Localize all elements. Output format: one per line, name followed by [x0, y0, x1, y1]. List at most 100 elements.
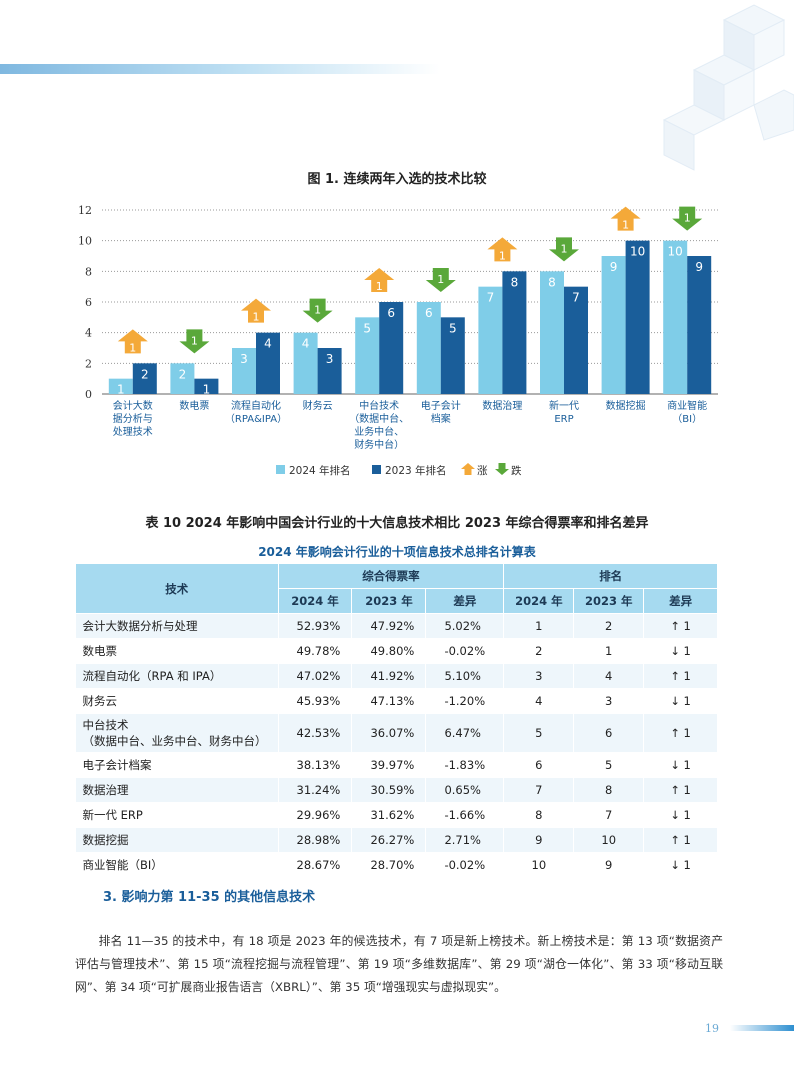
- bar-value-label: 2: [141, 367, 149, 381]
- score-2023-cell: 31.62%: [351, 802, 427, 828]
- table-row: 数据治理 31.24% 30.59% 0.65% 7 8 ↑ 1: [75, 777, 718, 803]
- bar-value-label: 7: [487, 291, 495, 305]
- legend-swatch-2023: [372, 465, 381, 474]
- score-diff-cell: -1.66%: [425, 802, 505, 828]
- rank-diff-cell: ↓ 1: [643, 852, 718, 878]
- bar-2024: [108, 378, 133, 394]
- rank-2024-cell: 3: [503, 663, 575, 689]
- change-label: 1: [437, 273, 444, 286]
- rank-diff-cell: ↑ 1: [643, 613, 718, 639]
- score-2024-cell: 28.67%: [278, 852, 353, 878]
- table-row: 财务云 45.93% 47.13% -1.20% 4 3 ↓ 1: [75, 688, 718, 714]
- rank-2023-cell: 7: [573, 802, 645, 828]
- rank-2023-cell: 2: [573, 613, 645, 639]
- x-category-label: ERP: [554, 414, 573, 425]
- bar-value-label: 1: [203, 383, 211, 397]
- rank-2024-cell: 5: [503, 713, 575, 753]
- rank-down-arrow-icon: [549, 237, 579, 262]
- x-category-label: 据分析与: [113, 412, 153, 425]
- score-diff-cell: -0.02%: [425, 852, 505, 878]
- rank-2023-cell: 4: [573, 663, 645, 689]
- bar-2023: [440, 317, 465, 394]
- legend-label-2024: 2024 年排名: [289, 464, 351, 477]
- rank-down-arrow-icon: [672, 206, 703, 231]
- x-category-label: 新一代: [549, 399, 579, 412]
- score-2023-cell: 39.97%: [351, 752, 427, 778]
- score-2024-cell: 31.24%: [278, 777, 353, 803]
- score-2024-cell: 29.96%: [278, 802, 353, 828]
- rank-diff-cell: ↓ 1: [643, 752, 718, 778]
- x-category-label: 电子会计: [421, 399, 461, 412]
- change-label: 1: [129, 341, 136, 354]
- tech-name-cell: 流程自动化（RPA 和 IPA）: [75, 663, 279, 689]
- rank-diff-cell: ↑ 1: [643, 777, 718, 803]
- score-2023-cell: 49.80%: [351, 638, 427, 664]
- rank-diff-cell: ↑ 1: [643, 827, 718, 853]
- bar-value-label: 3: [240, 352, 248, 366]
- tech-name-cell: 数据挖掘: [75, 827, 279, 853]
- score-2023-cell: 47.92%: [351, 613, 427, 639]
- y-tick-label: 2: [85, 357, 92, 370]
- table-row: 数电票 49.78% 49.80% -0.02% 2 1 ↓ 1: [75, 638, 718, 664]
- rank-up-arrow-icon: [610, 206, 641, 231]
- rank-up-arrow-icon: [364, 268, 395, 292]
- x-category-label: 财务中台）: [354, 438, 404, 451]
- rank-2023-cell: 9: [573, 852, 645, 878]
- rank-up-arrow-icon: [117, 329, 148, 354]
- rank-2024-cell: 8: [503, 802, 575, 828]
- section-heading: 3. 影响力第 11-35 的其他信息技术: [103, 890, 316, 905]
- bar-2023: [379, 302, 404, 394]
- score-2023-cell: 36.07%: [351, 713, 427, 753]
- figure-title: 图 1. 连续两年入选的技术比较: [307, 172, 487, 187]
- x-category-label: 数据挖掘: [606, 399, 646, 412]
- tech-name-cell: 数据治理: [75, 777, 279, 803]
- rank-2024-cell: 4: [503, 688, 575, 714]
- legend-swatch-2024: [276, 465, 285, 474]
- table-title: 表 10 2024 年影响中国会计行业的十大信息技术相比 2023 年综合得票率…: [145, 516, 649, 531]
- x-category-label: 流程自动化: [231, 399, 281, 412]
- change-label: 1: [684, 212, 691, 225]
- bar-2023: [502, 271, 527, 394]
- header-rank: 排名: [503, 563, 718, 589]
- rank-2024-cell: 10: [503, 852, 575, 878]
- bar-value-label: 5: [449, 321, 457, 335]
- change-label: 1: [561, 242, 568, 255]
- bar-2023: [564, 286, 588, 394]
- subheader: 2024 年: [503, 588, 575, 614]
- rank-down-arrow-icon: [425, 268, 456, 292]
- bar-2023: [625, 240, 650, 394]
- bar-value-label: 3: [326, 352, 334, 366]
- x-category-label: 数据治理: [482, 399, 522, 412]
- score-diff-cell: 2.71%: [425, 827, 505, 853]
- header-decor-band: [0, 64, 440, 74]
- tech-name-line: （数据中台、业务中台、财务中台）: [82, 734, 267, 748]
- subheader: 2023 年: [573, 588, 645, 614]
- bar-value-label: 10: [630, 245, 645, 259]
- legend-label-down: 跌: [511, 464, 522, 477]
- rank-2024-cell: 1: [503, 613, 575, 639]
- tech-name-cell: 商业智能（BI）: [75, 852, 279, 878]
- subheader: 2024 年: [277, 588, 353, 614]
- header-score: 综合得票率: [277, 563, 505, 589]
- ranking-table: 技术 综合得票率 排名 2024 年 2023 年 差异 2024 年 2023…: [75, 563, 718, 878]
- bar-2024: [663, 240, 688, 394]
- subheader: 差异: [425, 588, 505, 614]
- rank-diff-cell: ↓ 1: [643, 688, 718, 714]
- tech-name-cell: 中台技术 （数据中台、业务中台、财务中台）: [75, 713, 279, 753]
- score-diff-cell: 5.02%: [425, 613, 505, 639]
- rank-2023-cell: 5: [573, 752, 645, 778]
- tech-name-line: 中台技术: [82, 718, 129, 732]
- score-diff-cell: -1.83%: [425, 752, 505, 778]
- bar-value-label: 8: [511, 275, 519, 289]
- bar-2023: [194, 378, 219, 394]
- legend-up-arrow-icon: [461, 463, 475, 475]
- bar-value-label: 9: [695, 260, 703, 274]
- rank-2023-cell: 3: [573, 688, 645, 714]
- x-category-label: 档案: [431, 412, 451, 425]
- rank-2023-cell: 6: [573, 713, 645, 753]
- rank-2023-cell: 8: [573, 777, 645, 803]
- score-2024-cell: 49.78%: [278, 638, 353, 664]
- score-2023-cell: 41.92%: [351, 663, 427, 689]
- change-label: 1: [622, 219, 629, 232]
- table-row: 流程自动化（RPA 和 IPA） 47.02% 41.92% 5.10% 3 4 ↑ 1: [75, 663, 718, 689]
